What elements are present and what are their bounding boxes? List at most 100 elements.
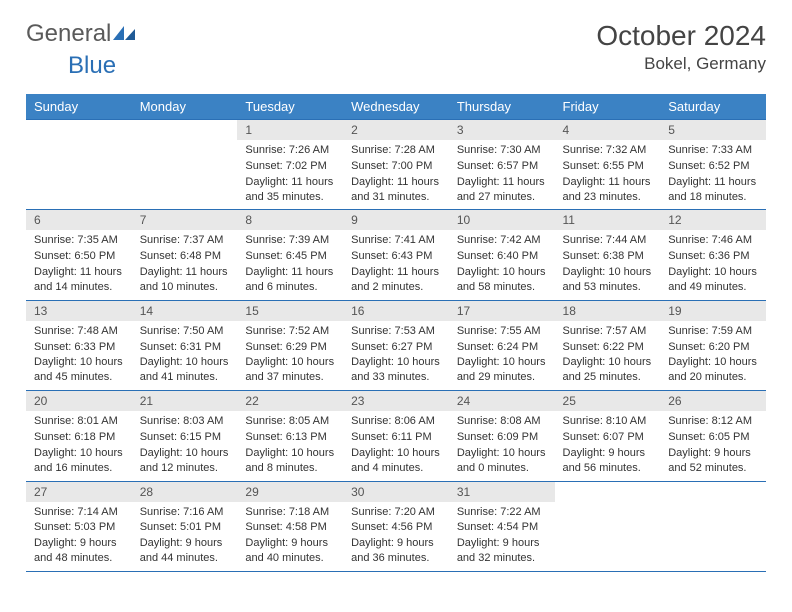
weekday-header: Thursday: [449, 94, 555, 120]
day-details: Sunrise: 7:46 AMSunset: 6:36 PMDaylight:…: [660, 230, 766, 299]
day-details: Sunrise: 7:39 AMSunset: 6:45 PMDaylight:…: [237, 230, 343, 299]
sunset-text: Sunset: 6:55 PM: [563, 159, 653, 174]
day-cell: 27Sunrise: 7:14 AMSunset: 5:03 PMDayligh…: [26, 481, 132, 571]
day-cell: 23Sunrise: 8:06 AMSunset: 6:11 PMDayligh…: [343, 391, 449, 481]
day-number: 10: [449, 210, 555, 230]
sunrise-text: Sunrise: 7:35 AM: [34, 233, 124, 248]
day-number: 18: [555, 301, 661, 321]
title-area: October 2024 Bokel, Germany: [596, 20, 766, 74]
day-cell: 28Sunrise: 7:16 AMSunset: 5:01 PMDayligh…: [132, 481, 238, 571]
day-cell: 30Sunrise: 7:20 AMSunset: 4:56 PMDayligh…: [343, 481, 449, 571]
logo-text-general: General: [26, 20, 111, 48]
day-cell: 5 Sunrise: 7:33 AMSunset: 6:52 PMDaylight…: [660, 120, 766, 210]
day-number: 16: [343, 301, 449, 321]
day-cell: 15Sunrise: 7:52 AMSunset: 6:29 PMDayligh…: [237, 300, 343, 390]
day-cell: 7Sunrise: 7:37 AMSunset: 6:48 PMDaylight…: [132, 210, 238, 300]
month-title: October 2024: [596, 20, 766, 52]
sunrise-text: Sunrise: 7:18 AM: [245, 505, 335, 520]
day-details: Sunrise: 7:53 AMSunset: 6:27 PMDaylight:…: [343, 321, 449, 390]
day-number: 26: [660, 391, 766, 411]
week-row: 20Sunrise: 8:01 AMSunset: 6:18 PMDayligh…: [26, 391, 766, 481]
day-cell: 6Sunrise: 7:35 AMSunset: 6:50 PMDaylight…: [26, 210, 132, 300]
sunset-text: Sunset: 6:11 PM: [351, 430, 441, 445]
day-cell: 24Sunrise: 8:08 AMSunset: 6:09 PMDayligh…: [449, 391, 555, 481]
sunset-text: Sunset: 6:45 PM: [245, 249, 335, 264]
daylight-text: Daylight: 10 hours and 41 minutes.: [140, 355, 230, 385]
location: Bokel, Germany: [596, 54, 766, 74]
sunrise-text: Sunrise: 7:28 AM: [351, 143, 441, 158]
sunset-text: Sunset: 6:36 PM: [668, 249, 758, 264]
daylight-text: Daylight: 10 hours and 12 minutes.: [140, 446, 230, 476]
sunset-text: Sunset: 6:31 PM: [140, 340, 230, 355]
day-cell: 17Sunrise: 7:55 AMSunset: 6:24 PMDayligh…: [449, 300, 555, 390]
sunset-text: Sunset: 6:43 PM: [351, 249, 441, 264]
sunrise-text: Sunrise: 7:14 AM: [34, 505, 124, 520]
day-details: Sunrise: 7:26 AMSunset: 7:02 PMDaylight:…: [237, 140, 343, 209]
sunset-text: Sunset: 6:05 PM: [668, 430, 758, 445]
daylight-text: Daylight: 9 hours and 36 minutes.: [351, 536, 441, 566]
day-number: 23: [343, 391, 449, 411]
day-details: Sunrise: 7:32 AMSunset: 6:55 PMDaylight:…: [555, 140, 661, 209]
day-cell: 20Sunrise: 8:01 AMSunset: 6:18 PMDayligh…: [26, 391, 132, 481]
sunset-text: Sunset: 6:29 PM: [245, 340, 335, 355]
day-cell: 2Sunrise: 7:28 AMSunset: 7:00 PMDaylight…: [343, 120, 449, 210]
daylight-text: Daylight: 10 hours and 49 minutes.: [668, 265, 758, 295]
sunset-text: Sunset: 6:40 PM: [457, 249, 547, 264]
daylight-text: Daylight: 10 hours and 16 minutes.: [34, 446, 124, 476]
daylight-text: Daylight: 11 hours and 18 minutes.: [668, 175, 758, 205]
day-details: Sunrise: 8:06 AMSunset: 6:11 PMDaylight:…: [343, 411, 449, 480]
sunrise-text: Sunrise: 7:26 AM: [245, 143, 335, 158]
daylight-text: Daylight: 10 hours and 8 minutes.: [245, 446, 335, 476]
day-number: 7: [132, 210, 238, 230]
day-cell: 11Sunrise: 7:44 AMSunset: 6:38 PMDayligh…: [555, 210, 661, 300]
day-details: Sunrise: 7:37 AMSunset: 6:48 PMDaylight:…: [132, 230, 238, 299]
day-cell: 14Sunrise: 7:50 AMSunset: 6:31 PMDayligh…: [132, 300, 238, 390]
day-details: Sunrise: 7:16 AMSunset: 5:01 PMDaylight:…: [132, 502, 238, 571]
sunrise-text: Sunrise: 7:30 AM: [457, 143, 547, 158]
daylight-text: Daylight: 11 hours and 23 minutes.: [563, 175, 653, 205]
day-number: 5: [660, 120, 766, 140]
day-cell: 4Sunrise: 7:32 AMSunset: 6:55 PMDaylight…: [555, 120, 661, 210]
day-number: 30: [343, 482, 449, 502]
day-number: 15: [237, 301, 343, 321]
day-details: Sunrise: 7:30 AMSunset: 6:57 PMDaylight:…: [449, 140, 555, 209]
day-number: 17: [449, 301, 555, 321]
day-number: 6: [26, 210, 132, 230]
day-number: 25: [555, 391, 661, 411]
day-number: 13: [26, 301, 132, 321]
day-details: Sunrise: 7:52 AMSunset: 6:29 PMDaylight:…: [237, 321, 343, 390]
day-cell: 8Sunrise: 7:39 AMSunset: 6:45 PMDaylight…: [237, 210, 343, 300]
weekday-header: Sunday: [26, 94, 132, 120]
day-details: Sunrise: 7:57 AMSunset: 6:22 PMDaylight:…: [555, 321, 661, 390]
weekday-header: Monday: [132, 94, 238, 120]
day-cell: 18Sunrise: 7:57 AMSunset: 6:22 PMDayligh…: [555, 300, 661, 390]
day-details: Sunrise: 7:41 AMSunset: 6:43 PMDaylight:…: [343, 230, 449, 299]
daylight-text: Daylight: 10 hours and 58 minutes.: [457, 265, 547, 295]
day-details: Sunrise: 7:14 AMSunset: 5:03 PMDaylight:…: [26, 502, 132, 571]
day-details: Sunrise: 7:55 AMSunset: 6:24 PMDaylight:…: [449, 321, 555, 390]
sunrise-text: Sunrise: 7:48 AM: [34, 324, 124, 339]
day-number: 19: [660, 301, 766, 321]
day-details: Sunrise: 8:12 AMSunset: 6:05 PMDaylight:…: [660, 411, 766, 480]
sunset-text: Sunset: 6:52 PM: [668, 159, 758, 174]
day-cell: 21Sunrise: 8:03 AMSunset: 6:15 PMDayligh…: [132, 391, 238, 481]
sunrise-text: Sunrise: 7:50 AM: [140, 324, 230, 339]
daylight-text: Daylight: 9 hours and 40 minutes.: [245, 536, 335, 566]
sunrise-text: Sunrise: 7:37 AM: [140, 233, 230, 248]
daylight-text: Daylight: 10 hours and 25 minutes.: [563, 355, 653, 385]
sunrise-text: Sunrise: 7:20 AM: [351, 505, 441, 520]
day-details: Sunrise: 7:28 AMSunset: 7:00 PMDaylight:…: [343, 140, 449, 209]
day-number: 11: [555, 210, 661, 230]
sunrise-text: Sunrise: 8:10 AM: [563, 414, 653, 429]
week-row: 13Sunrise: 7:48 AMSunset: 6:33 PMDayligh…: [26, 300, 766, 390]
daylight-text: Daylight: 10 hours and 29 minutes.: [457, 355, 547, 385]
sunrise-text: Sunrise: 7:33 AM: [668, 143, 758, 158]
daylight-text: Daylight: 11 hours and 6 minutes.: [245, 265, 335, 295]
sunrise-text: Sunrise: 8:01 AM: [34, 414, 124, 429]
sunrise-text: Sunrise: 8:03 AM: [140, 414, 230, 429]
day-details: Sunrise: 7:22 AMSunset: 4:54 PMDaylight:…: [449, 502, 555, 571]
day-cell: [132, 120, 238, 210]
sunset-text: Sunset: 6:22 PM: [563, 340, 653, 355]
day-details: Sunrise: 8:10 AMSunset: 6:07 PMDaylight:…: [555, 411, 661, 480]
weekday-header: Wednesday: [343, 94, 449, 120]
